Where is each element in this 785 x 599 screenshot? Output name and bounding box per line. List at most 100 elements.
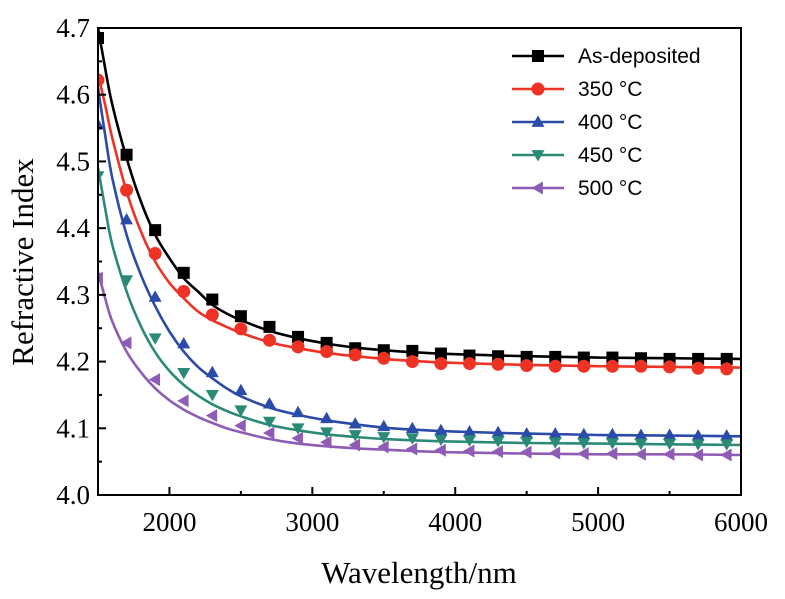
data-point	[405, 433, 419, 445]
data-point	[434, 434, 448, 447]
legend-label: 400 °C	[578, 111, 642, 134]
data-point	[605, 427, 619, 440]
data-point	[120, 275, 134, 287]
data-point	[605, 438, 619, 450]
data-point	[148, 290, 162, 302]
y-tick-label: 4.0	[56, 480, 90, 510]
data-point	[520, 436, 534, 449]
data-point	[691, 361, 705, 375]
series-3	[98, 87, 741, 441]
y-axis-title: Refractive Index	[5, 158, 40, 366]
data-point	[120, 336, 132, 350]
data-point	[463, 425, 477, 437]
data-point	[320, 411, 334, 424]
series-2	[98, 73, 741, 376]
x-tick-label: 3000	[285, 507, 339, 537]
data-point	[434, 443, 446, 457]
data-point	[98, 271, 103, 285]
data-point	[577, 447, 589, 461]
legend-item: As-deposited	[512, 45, 701, 68]
data-point	[149, 224, 162, 237]
data-point	[491, 357, 505, 371]
data-point	[205, 365, 219, 378]
x-tick-label: 4000	[428, 507, 482, 537]
data-point	[605, 447, 618, 461]
data-point	[634, 359, 648, 373]
data-point	[720, 352, 733, 365]
legend-marker	[531, 181, 543, 195]
data-point	[663, 438, 677, 451]
data-point	[691, 429, 705, 441]
data-point	[663, 360, 677, 374]
data-point	[520, 427, 534, 439]
data-point	[348, 430, 362, 442]
data-point	[148, 333, 162, 345]
y-tick-label: 4.7	[56, 13, 90, 43]
data-point	[148, 246, 162, 260]
x-tick-label: 6000	[714, 507, 768, 537]
data-point	[634, 447, 646, 461]
data-point	[406, 344, 419, 357]
data-point	[320, 435, 332, 449]
data-point	[120, 183, 134, 197]
data-point	[98, 171, 105, 183]
data-point	[377, 440, 389, 454]
legend: As-deposited 350 °C 400 °C 450 °C 500 °C	[512, 45, 701, 200]
legend-label: As-deposited	[578, 45, 701, 68]
data-point	[262, 426, 275, 440]
data-point	[262, 333, 276, 347]
series-4	[98, 167, 741, 451]
data-point	[120, 212, 134, 225]
data-point	[634, 438, 648, 451]
data-point	[177, 285, 191, 299]
legend-label: 450 °C	[578, 144, 642, 167]
data-point	[234, 383, 248, 396]
data-point	[720, 448, 732, 462]
data-point	[491, 436, 505, 448]
data-point	[548, 437, 562, 449]
series-5	[98, 271, 741, 462]
data-point	[205, 390, 219, 402]
data-point	[377, 432, 391, 444]
data-point	[463, 357, 477, 371]
data-point	[691, 448, 704, 462]
data-point	[605, 359, 619, 373]
data-point	[692, 352, 705, 365]
data-point	[720, 439, 734, 451]
legend-item: 500 °C	[512, 177, 642, 200]
data-point	[177, 394, 189, 408]
data-point	[98, 118, 105, 130]
legend-marker	[531, 115, 545, 127]
legend-label: 350 °C	[578, 78, 642, 101]
data-point	[262, 397, 276, 409]
data-point	[348, 417, 362, 429]
data-point	[377, 351, 391, 365]
series-line	[98, 167, 741, 447]
data-point	[291, 340, 305, 354]
data-point	[177, 266, 190, 279]
data-point	[434, 357, 448, 371]
data-point	[405, 442, 418, 456]
data-point	[320, 345, 334, 359]
data-point	[320, 427, 334, 439]
y-tick-label: 4.2	[56, 347, 90, 377]
data-point	[206, 293, 219, 306]
data-point	[463, 435, 477, 447]
data-point	[663, 447, 675, 461]
legend-marker	[532, 50, 544, 62]
data-point	[348, 438, 361, 452]
data-point	[377, 419, 391, 432]
data-point	[720, 429, 734, 441]
data-point	[720, 362, 734, 376]
data-point	[262, 416, 276, 429]
data-point	[548, 427, 562, 439]
legend-item: 400 °C	[512, 111, 642, 134]
data-point	[120, 148, 133, 161]
series-line	[98, 87, 741, 438]
legend-item: 350 °C	[512, 78, 642, 101]
data-point	[463, 444, 475, 458]
ticks-layer: 2000 3000 4000 5000 6000 4.0 4.1 4.2 4.3 4.4 4.5 4.…	[56, 13, 768, 537]
data-point	[291, 423, 305, 435]
series-layer	[98, 28, 741, 462]
